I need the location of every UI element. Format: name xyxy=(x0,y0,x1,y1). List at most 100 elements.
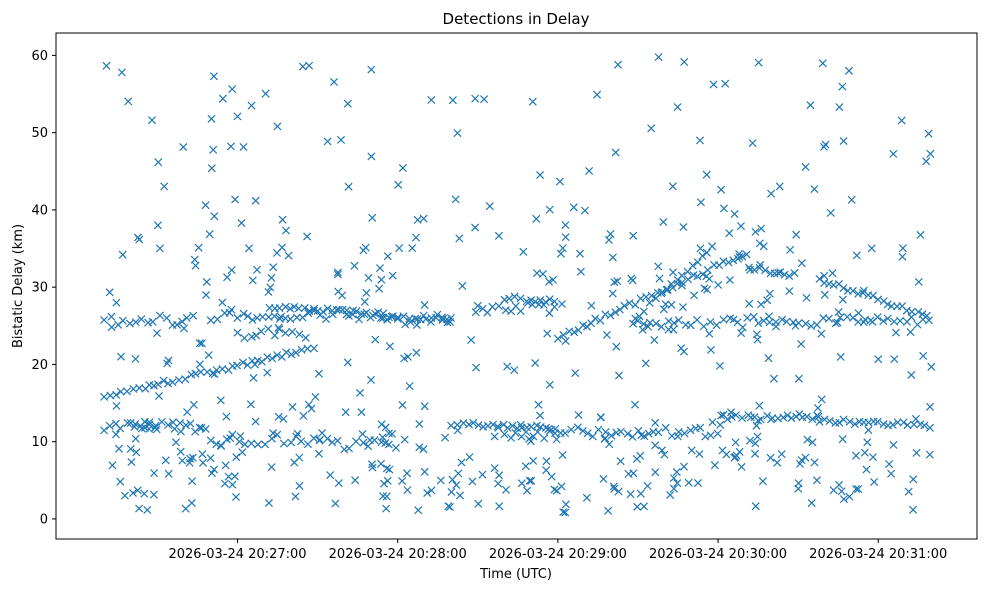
detection-marker xyxy=(774,268,783,277)
detection-marker xyxy=(706,345,715,354)
detection-marker xyxy=(420,300,429,310)
detection-marker xyxy=(602,330,611,339)
detection-marker xyxy=(252,265,262,274)
detection-marker xyxy=(614,371,624,380)
detection-marker xyxy=(887,469,896,478)
detection-marker xyxy=(661,423,670,432)
detection-marker xyxy=(726,408,736,417)
detection-marker xyxy=(889,149,898,158)
detection-marker xyxy=(613,277,622,286)
detection-marker xyxy=(542,457,551,466)
detection-marker xyxy=(744,263,753,272)
detection-marker xyxy=(227,266,236,275)
detection-marker xyxy=(677,281,686,290)
detection-marker xyxy=(696,244,705,253)
y-tick-label: 0 xyxy=(40,512,48,527)
detection-marker xyxy=(116,424,125,433)
detection-marker xyxy=(350,261,359,270)
detection-marker xyxy=(790,268,799,278)
detection-marker xyxy=(854,485,863,494)
detection-marker xyxy=(702,170,711,179)
detection-marker xyxy=(279,414,288,423)
detection-marker xyxy=(383,476,392,485)
x-tick-label: 2026-03-24 20:30:00 xyxy=(649,547,787,562)
detection-marker xyxy=(406,317,415,327)
detection-marker xyxy=(898,252,907,261)
detection-marker xyxy=(580,206,589,215)
detection-marker xyxy=(679,462,689,471)
detection-marker xyxy=(914,277,923,286)
detection-marker xyxy=(206,316,215,325)
detection-marker xyxy=(503,362,512,371)
detection-marker xyxy=(693,258,702,267)
detection-marker xyxy=(451,195,460,204)
detection-marker xyxy=(627,274,636,283)
detection-marker xyxy=(745,299,754,308)
x-tick-label: 2026-03-24 20:27:00 xyxy=(168,547,306,562)
detection-marker xyxy=(668,268,678,277)
detection-marker xyxy=(536,170,545,180)
detection-marker xyxy=(731,438,740,447)
detection-marker xyxy=(243,312,252,321)
detection-marker xyxy=(309,304,318,313)
detection-marker xyxy=(240,334,249,343)
detection-marker xyxy=(398,163,407,173)
detection-marker xyxy=(116,387,125,396)
detection-marker xyxy=(206,436,215,445)
detection-marker xyxy=(384,429,393,438)
detection-marker xyxy=(240,440,249,449)
detection-marker xyxy=(625,299,634,308)
detection-marker xyxy=(264,324,273,333)
detection-marker xyxy=(501,485,511,494)
detection-marker xyxy=(645,298,654,307)
detection-marker xyxy=(890,355,899,364)
detection-marker xyxy=(232,453,241,462)
detection-marker xyxy=(382,492,391,501)
detection-marker xyxy=(542,466,551,475)
detection-marker xyxy=(385,342,394,351)
detection-marker xyxy=(238,358,248,367)
detection-marker xyxy=(209,145,218,154)
detection-marker xyxy=(810,458,819,467)
detection-marker xyxy=(604,506,613,515)
detection-marker xyxy=(735,249,744,258)
detection-marker xyxy=(650,335,659,345)
detection-marker xyxy=(178,456,187,465)
detection-marker xyxy=(629,469,638,478)
detection-marker xyxy=(571,369,580,378)
detection-marker xyxy=(662,285,671,294)
detection-marker xyxy=(600,434,609,444)
detection-marker xyxy=(916,230,925,239)
detection-marker xyxy=(710,461,719,470)
detection-marker xyxy=(152,425,161,434)
detection-marker xyxy=(164,356,173,365)
detection-marker xyxy=(616,427,625,436)
detection-marker xyxy=(270,312,279,321)
detection-marker xyxy=(926,149,935,158)
detection-marker xyxy=(716,420,725,429)
detection-marker xyxy=(754,319,763,328)
detection-marker xyxy=(198,450,207,459)
detection-marker xyxy=(281,226,291,235)
detection-marker xyxy=(543,329,552,338)
detection-marker xyxy=(868,291,878,300)
detection-marker xyxy=(209,72,218,81)
detection-marker xyxy=(394,180,403,189)
detection-marker xyxy=(746,413,755,422)
detection-marker xyxy=(364,273,373,282)
detection-marker xyxy=(172,320,182,329)
detection-marker xyxy=(118,250,127,259)
detection-marker xyxy=(870,477,879,487)
detection-marker xyxy=(102,61,111,70)
detection-marker xyxy=(599,474,608,484)
detection-marker xyxy=(660,450,669,459)
detection-marker xyxy=(225,308,234,317)
detection-marker xyxy=(209,465,219,474)
detection-marker xyxy=(806,101,815,110)
detection-marker xyxy=(723,415,732,424)
detection-marker xyxy=(678,303,688,312)
detection-marker xyxy=(328,438,337,447)
detection-marker xyxy=(231,492,241,502)
detection-marker xyxy=(795,459,805,468)
